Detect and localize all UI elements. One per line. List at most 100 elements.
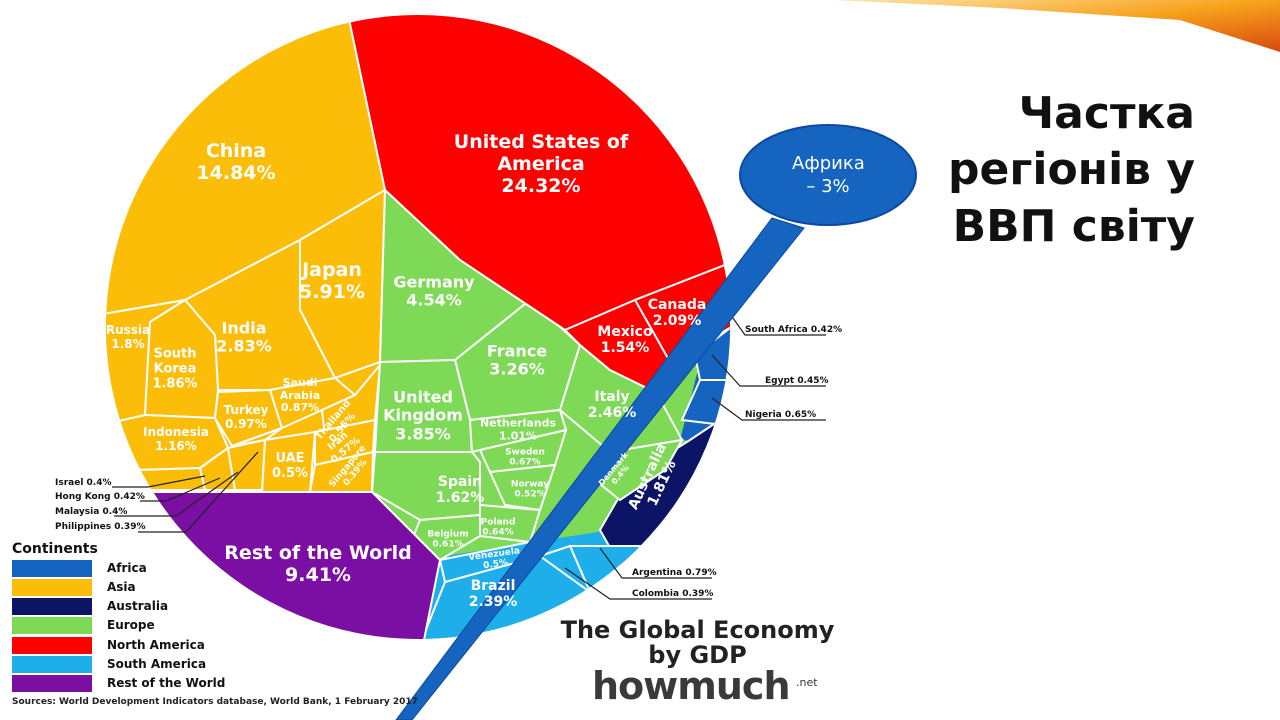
leader-line xyxy=(732,317,826,336)
label-value: 0.64% xyxy=(482,528,514,538)
label-name: Poland xyxy=(480,517,516,528)
label-name: Brazil xyxy=(470,577,516,594)
label-value: 24.32% xyxy=(501,174,581,197)
legend-label: North America xyxy=(107,638,205,652)
cell-label: Sweden 0.67% xyxy=(495,448,555,469)
label-name: Canada xyxy=(647,296,707,313)
label-name: South Africa xyxy=(745,325,808,335)
cell xyxy=(231,427,283,447)
leader-line xyxy=(140,477,221,502)
label-name: Colombia xyxy=(632,589,680,599)
cell-label: India 2.83% xyxy=(204,319,284,357)
brand: howmuch xyxy=(592,664,790,708)
label-value: 1.54% xyxy=(600,340,650,356)
slide-title: Частка регіонів у ВВП світу xyxy=(948,88,1195,252)
leader-line xyxy=(138,451,259,533)
cell-label: France 3.26% xyxy=(477,341,557,380)
legend-swatch xyxy=(12,560,92,577)
cell-label: Russia 1.8% xyxy=(103,323,153,352)
decor-strip xyxy=(835,0,1280,52)
label-value: 0.5% xyxy=(271,466,309,481)
cell-label: Brazil 2.39% xyxy=(458,578,528,610)
label-value: 0.42% xyxy=(113,492,145,502)
chart-title: The Global Economy by GDP xyxy=(560,616,835,670)
label-value: 0.97% xyxy=(225,417,267,431)
legend-swatch xyxy=(12,579,92,596)
legend-label: Rest of the World xyxy=(107,676,226,690)
label-value: 0.45% xyxy=(797,376,829,386)
label-name: Nigeria xyxy=(745,410,782,420)
outside-label: Colombia 0.39% xyxy=(632,589,713,599)
legend-swatch xyxy=(12,675,92,692)
label-name: Rest of the World xyxy=(224,542,412,565)
label-name: Philippines xyxy=(55,522,112,532)
leader-line xyxy=(112,475,206,488)
label-value: 0.4% xyxy=(102,507,128,517)
label-name: Norway xyxy=(510,479,550,490)
legend-swatch xyxy=(12,617,92,634)
brand-suffix: .net xyxy=(796,676,818,689)
legend-swatch xyxy=(12,598,92,615)
label-value: 0.4% xyxy=(86,478,112,488)
callout-bubble xyxy=(739,124,917,226)
outside-label: Hong Kong 0.42% xyxy=(55,492,145,502)
cell-label: United States of America 24.32% xyxy=(441,131,641,198)
leader-line xyxy=(711,354,826,387)
cell-label: Germany 4.54% xyxy=(379,273,489,311)
label-name: United Kingdom xyxy=(383,387,463,425)
label-value: 0.42% xyxy=(810,325,843,335)
label-value: 1.62% xyxy=(435,490,485,506)
legend-label: Europe xyxy=(107,618,155,632)
label-value: 1.16% xyxy=(155,439,197,453)
label-value: 2.83% xyxy=(216,337,272,356)
outside-label: South Africa 0.42% xyxy=(745,325,842,335)
outside-label: Malaysia 0.4% xyxy=(55,507,127,517)
label-value: 0.67% xyxy=(509,458,541,468)
overlay xyxy=(12,317,826,692)
legend-label: Australia xyxy=(107,599,169,613)
label-name: Israel xyxy=(55,478,84,488)
label-name: Sweden xyxy=(505,447,545,458)
leader-line xyxy=(599,547,712,579)
cell-label: Belgium 0.61% xyxy=(423,530,473,551)
label-name: Russia xyxy=(105,323,151,338)
cell-label: Netherlands 1.01% xyxy=(473,417,563,442)
label-value: 4.54% xyxy=(406,291,462,310)
label-name: United States of America xyxy=(453,131,629,176)
legend-swatch xyxy=(12,656,92,673)
label-value: 0.61% xyxy=(432,540,464,550)
label-value: 3.85% xyxy=(395,424,451,444)
label-value: 0.65% xyxy=(784,410,817,420)
cell-label: Indonesia 1.16% xyxy=(136,425,216,454)
label-value: 1.86% xyxy=(152,376,198,392)
label-name: Saudi Arabia xyxy=(279,376,321,402)
label-name: Netherlands xyxy=(479,416,557,430)
label-name: France xyxy=(486,341,548,361)
legend-label: Africa xyxy=(107,561,147,575)
label-name: Hong Kong xyxy=(55,492,111,502)
cell-label: Canada 2.09% xyxy=(642,297,712,329)
cell-label: United Kingdom 3.85% xyxy=(368,388,478,443)
label-name: Belgium xyxy=(427,529,469,540)
cell-label: Spain 1.62% xyxy=(430,474,490,506)
cell-label: Italy 2.46% xyxy=(582,389,642,421)
label-name: Spain xyxy=(437,473,483,490)
callout-pointer xyxy=(395,217,805,720)
label-name: China xyxy=(205,140,267,163)
outside-label: Israel 0.4% xyxy=(55,478,112,488)
legend-swatch xyxy=(12,637,92,654)
cell xyxy=(537,544,593,595)
cell-label: Norway 0.52% xyxy=(500,480,560,501)
legend-title: Continents xyxy=(12,541,98,557)
cell-label: China 14.84% xyxy=(156,140,316,185)
label-value: 1.01% xyxy=(498,429,538,442)
label-value: 2.39% xyxy=(468,594,518,610)
cell-label: Saudi Arabia 0.87% xyxy=(270,376,330,415)
label-value: 2.09% xyxy=(652,313,702,329)
callout-text: Африка – 3% xyxy=(792,153,865,198)
leader-line xyxy=(564,567,712,600)
label-name: Indonesia xyxy=(143,425,209,440)
label-value: 2.46% xyxy=(587,405,637,421)
label-value: 0.52% xyxy=(514,490,546,500)
